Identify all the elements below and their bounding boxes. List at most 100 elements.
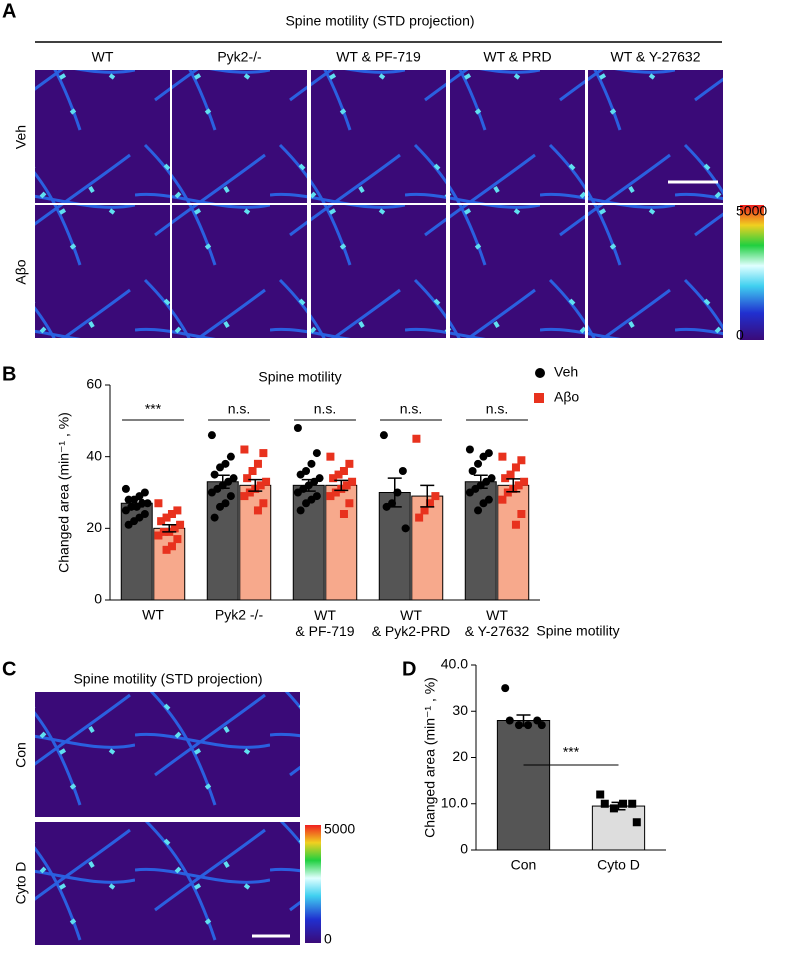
panel-label: D <box>402 658 416 680</box>
y-tick-label: 30 <box>452 702 468 718</box>
colorbar-label: 0 <box>324 931 332 947</box>
error-bar <box>387 477 402 508</box>
image <box>35 205 170 338</box>
colorbar-label: 5000 <box>736 203 767 219</box>
data-point <box>121 484 130 493</box>
legend-marker <box>535 368 545 378</box>
data-point <box>420 506 429 515</box>
data-point <box>256 481 265 490</box>
colorbar-label: 0 <box>736 327 744 343</box>
data-point <box>216 502 225 511</box>
data-point <box>379 431 388 440</box>
data-point <box>210 470 219 479</box>
panel-label: C <box>2 658 16 680</box>
data-point <box>240 492 249 501</box>
data-point <box>520 477 529 486</box>
data-point <box>326 452 335 461</box>
data-point <box>479 452 488 461</box>
data-point <box>207 431 216 440</box>
data-point <box>293 488 302 497</box>
data-point <box>412 434 421 443</box>
data-point <box>609 804 618 813</box>
data-point <box>468 467 477 475</box>
image <box>35 70 170 203</box>
data-point <box>511 520 520 529</box>
data-point <box>382 502 391 511</box>
x-tick-label: Cyto D <box>597 857 640 873</box>
y-tick-label: 40 <box>86 447 102 463</box>
panel-c: C Spine motility (STD projection) Con Cy… <box>2 658 321 945</box>
data-point <box>262 477 271 486</box>
image <box>35 822 300 945</box>
x-tick-label: Con <box>511 857 537 873</box>
y-tick-label: 40.0 <box>441 656 468 672</box>
data-point <box>210 513 219 522</box>
data-point <box>348 477 357 486</box>
image-grid: WT Pyk2-/- WT & PF-719 WT & PRD WT & Y-27632 <box>35 49 723 338</box>
y-tick-label: 20 <box>86 519 102 535</box>
panel-title: Spine motility (STD projection) <box>73 671 262 687</box>
data-point <box>173 506 182 515</box>
data-point <box>498 495 507 504</box>
data-point <box>259 449 268 458</box>
data-point <box>501 474 510 483</box>
y-axis-label: Changed area (min⁻¹ , %) <box>56 412 72 573</box>
chart-title: Spine motility <box>258 369 341 385</box>
data-point <box>167 542 176 551</box>
panel-a: A Spine motility (STD projection) WT Pyk2… <box>2 0 764 340</box>
significance: *** <box>145 401 162 417</box>
data-point <box>596 790 605 799</box>
significance: n.s. <box>486 401 509 417</box>
data-point <box>334 470 343 479</box>
image <box>450 205 585 338</box>
y-tick-label: 0 <box>460 841 468 857</box>
bar <box>206 481 239 601</box>
image <box>311 205 446 338</box>
data-point <box>176 520 185 529</box>
row-label: Con <box>13 742 29 768</box>
y-tick-label: 0 <box>94 591 102 607</box>
error-bar <box>248 478 263 492</box>
column-label: WT & PF-719 <box>336 49 421 65</box>
data-point <box>498 452 507 461</box>
x-tick-label: WT & PF-719 <box>295 607 354 639</box>
data-point <box>296 506 305 515</box>
data-point <box>619 799 628 808</box>
chart-title: Spine motility <box>536 623 619 639</box>
row-label: Cyto D <box>13 862 29 905</box>
data-point <box>401 524 410 533</box>
data-point <box>465 488 474 497</box>
data-point <box>517 510 526 518</box>
image <box>172 205 307 338</box>
data-point <box>329 474 338 483</box>
data-point <box>345 459 354 468</box>
bar <box>496 720 551 851</box>
data-point <box>226 452 235 461</box>
data-point <box>339 510 348 518</box>
data-point <box>253 459 262 468</box>
data-point <box>312 449 321 458</box>
data-point <box>501 684 510 693</box>
y-tick-label: 60 <box>86 376 102 392</box>
legend-label: Aβo <box>554 389 579 405</box>
data-point <box>465 445 474 454</box>
data-point <box>342 481 351 490</box>
data-point <box>216 463 225 472</box>
image <box>588 205 723 338</box>
data-point <box>431 492 440 501</box>
x-tick-label: WT <box>142 607 164 623</box>
data-point <box>537 721 546 730</box>
y-tick-label: 20 <box>452 748 468 764</box>
data-point <box>514 481 523 490</box>
data-point <box>124 520 133 529</box>
error-bar <box>506 478 521 493</box>
data-point <box>524 721 533 730</box>
data-point <box>511 463 520 472</box>
data-point <box>259 499 268 508</box>
data-point <box>157 517 166 526</box>
column-label: WT <box>92 49 114 65</box>
significance: n.s. <box>314 401 337 417</box>
data-point <box>628 799 637 808</box>
image <box>450 70 585 203</box>
